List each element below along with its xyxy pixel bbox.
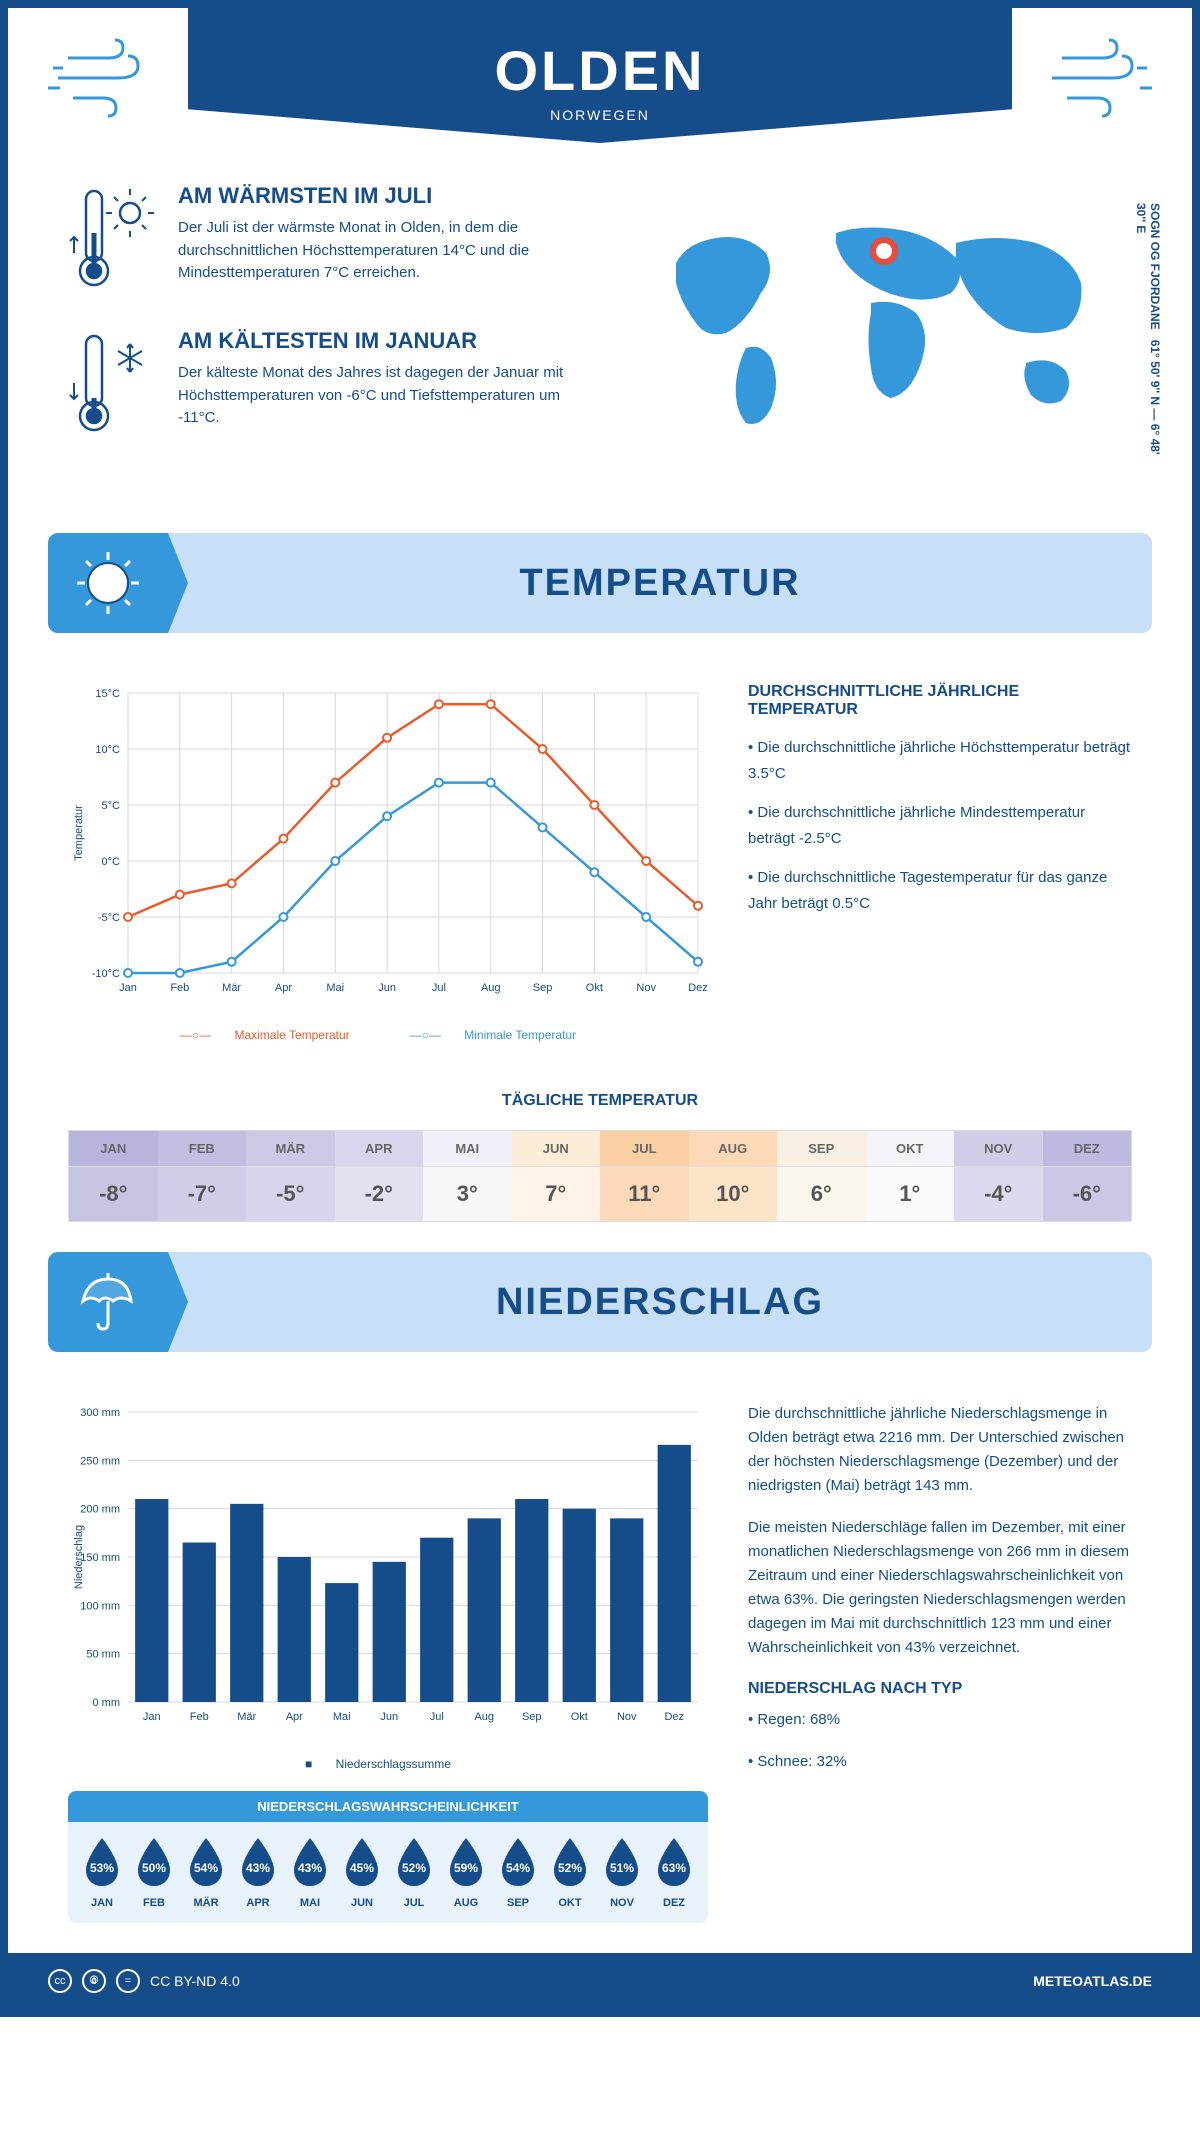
precipitation-bar-chart: 0 mm 50 mm 100 mm 150 mm 200 mm 250 mm 300 mm J…	[68, 1402, 708, 1771]
umbrella-icon	[48, 1252, 168, 1352]
svg-text:Jul: Jul	[432, 982, 446, 994]
svg-text:54%: 54%	[194, 1861, 218, 1875]
svg-text:Feb: Feb	[190, 1711, 209, 1723]
precip-type-title: NIEDERSCHLAG NACH TYP	[748, 1680, 1132, 1698]
warmest-block: AM WÄRMSTEN IM JULI Der Juli ist der wär…	[68, 183, 580, 298]
sun-icon	[48, 533, 168, 633]
svg-text:Aug: Aug	[481, 982, 501, 994]
daily-temp-title: TÄGLICHE TEMPERATUR	[8, 1092, 1192, 1110]
svg-text:Dez: Dez	[688, 982, 708, 994]
section-title: NIEDERSCHLAG	[168, 1281, 1152, 1324]
svg-text:-10°C: -10°C	[92, 968, 120, 980]
temperature-line-chart: -10°C -5°C 0°C 5°C 10°C 15°C Jan Feb Mär Apr Mai Ju…	[68, 683, 708, 1042]
svg-text:43%: 43%	[246, 1861, 270, 1875]
by-icon: 🞋	[82, 1969, 106, 1993]
svg-text:Apr: Apr	[286, 1711, 303, 1723]
svg-text:Mär: Mär	[237, 1711, 256, 1723]
svg-text:Mai: Mai	[333, 1711, 351, 1723]
precip-bullet: • Schnee: 32%	[748, 1750, 1132, 1774]
daily-temp-table: JAN-8°FEB-7°MÄR-5°APR-2°MAI3°JUN7°JUL11°…	[68, 1130, 1132, 1222]
svg-text:Dez: Dez	[664, 1711, 684, 1723]
svg-text:Feb: Feb	[170, 982, 189, 994]
svg-text:59%: 59%	[454, 1861, 478, 1875]
country-subtitle: NORWEGEN	[188, 107, 1012, 123]
svg-text:Sep: Sep	[522, 1711, 542, 1723]
svg-text:Nov: Nov	[636, 982, 656, 994]
svg-text:300 mm: 300 mm	[80, 1407, 120, 1419]
svg-text:Jan: Jan	[143, 1711, 161, 1723]
svg-text:Temperatur: Temperatur	[73, 805, 85, 861]
svg-text:50%: 50%	[142, 1861, 166, 1875]
svg-text:0 mm: 0 mm	[93, 1697, 121, 1709]
probability-title: NIEDERSCHLAGSWAHRSCHEINLICHKEIT	[68, 1791, 708, 1822]
license-text: CC BY-ND 4.0	[150, 1973, 240, 1989]
svg-text:Aug: Aug	[474, 1711, 494, 1723]
svg-text:Nov: Nov	[617, 1711, 637, 1723]
page-footer: cc 🞋 = CC BY-ND 4.0 METEOATLAS.DE	[8, 1953, 1192, 2009]
svg-text:150 mm: 150 mm	[80, 1552, 120, 1564]
svg-text:200 mm: 200 mm	[80, 1504, 120, 1516]
coldest-title: AM KÄLTESTEN IM JANUAR	[178, 328, 580, 354]
precip-bullet: • Regen: 68%	[748, 1708, 1132, 1732]
wind-icon	[1042, 38, 1152, 123]
coldest-text: Der kälteste Monat des Jahres ist dagege…	[178, 362, 580, 430]
precip-paragraph: Die durchschnittliche jährliche Niedersc…	[748, 1402, 1132, 1498]
location-title: OLDEN	[188, 38, 1012, 103]
svg-text:54%: 54%	[506, 1861, 530, 1875]
svg-text:50 mm: 50 mm	[86, 1649, 120, 1661]
svg-text:250 mm: 250 mm	[80, 1455, 120, 1467]
svg-text:Mai: Mai	[326, 982, 344, 994]
svg-text:-5°C: -5°C	[98, 912, 120, 924]
temp-bullet: • Die durchschnittliche jährliche Höchst…	[748, 735, 1132, 786]
page-header: OLDEN NORWEGEN	[188, 8, 1012, 143]
svg-text:100 mm: 100 mm	[80, 1600, 120, 1612]
temperature-section-header: TEMPERATUR	[48, 533, 1152, 633]
thermometer-sun-icon	[68, 183, 158, 298]
temp-bullet: • Die durchschnittliche jährliche Mindes…	[748, 800, 1132, 851]
svg-text:53%: 53%	[90, 1861, 114, 1875]
site-name: METEOATLAS.DE	[1033, 1973, 1152, 1989]
temp-info-title: DURCHSCHNITTLICHE JÄHRLICHE TEMPERATUR	[748, 683, 1132, 719]
svg-text:15°C: 15°C	[95, 688, 120, 700]
svg-text:10°C: 10°C	[95, 744, 120, 756]
svg-text:Apr: Apr	[275, 982, 292, 994]
coldest-block: AM KÄLTESTEN IM JANUAR Der kälteste Mona…	[68, 328, 580, 443]
wind-icon	[48, 38, 158, 123]
coordinates: SOGN OG FJORDANE 61° 50' 9'' N — 6° 48' …	[1134, 203, 1162, 473]
precipitation-section-header: NIEDERSCHLAG	[48, 1252, 1152, 1352]
thermometer-snow-icon	[68, 328, 158, 443]
svg-text:Sep: Sep	[533, 982, 553, 994]
svg-text:Jun: Jun	[378, 982, 396, 994]
warmest-text: Der Juli ist der wärmste Monat in Olden,…	[178, 217, 580, 285]
svg-text:Mär: Mär	[222, 982, 241, 994]
svg-text:Niederschlag: Niederschlag	[73, 1525, 85, 1589]
svg-text:5°C: 5°C	[102, 800, 121, 812]
svg-text:45%: 45%	[350, 1861, 374, 1875]
temp-bullet: • Die durchschnittliche Tagestemperatur …	[748, 865, 1132, 916]
svg-text:Okt: Okt	[586, 982, 603, 994]
section-title: TEMPERATUR	[168, 562, 1152, 605]
svg-text:Okt: Okt	[571, 1711, 588, 1723]
svg-text:51%: 51%	[610, 1861, 634, 1875]
world-map: SOGN OG FJORDANE 61° 50' 9'' N — 6° 48' …	[620, 183, 1132, 473]
cc-icon: cc	[48, 1969, 72, 1993]
nd-icon: =	[116, 1969, 140, 1993]
svg-text:52%: 52%	[402, 1861, 426, 1875]
warmest-title: AM WÄRMSTEN IM JULI	[178, 183, 580, 209]
svg-text:52%: 52%	[558, 1861, 582, 1875]
svg-text:0°C: 0°C	[102, 856, 121, 868]
svg-text:63%: 63%	[662, 1861, 686, 1875]
precipitation-probability-box: NIEDERSCHLAGSWAHRSCHEINLICHKEIT 53%JAN50…	[68, 1791, 708, 1923]
svg-text:43%: 43%	[298, 1861, 322, 1875]
svg-text:Jun: Jun	[380, 1711, 398, 1723]
svg-text:Jul: Jul	[430, 1711, 444, 1723]
precip-paragraph: Die meisten Niederschläge fallen im Deze…	[748, 1516, 1132, 1660]
svg-text:Jan: Jan	[119, 982, 137, 994]
